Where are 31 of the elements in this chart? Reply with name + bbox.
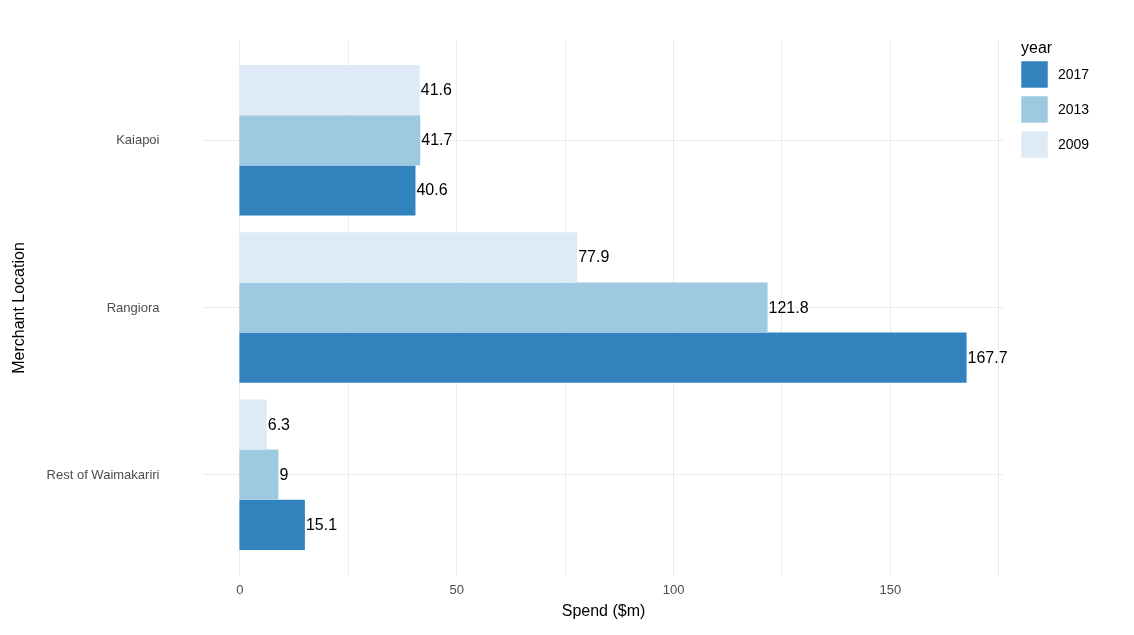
y-tick-label: Kaiapoi <box>116 132 160 148</box>
data-label: 41.6 <box>420 81 453 99</box>
bar <box>239 282 768 333</box>
x-tick-label: 0 <box>236 581 244 597</box>
data-label: 9 <box>279 465 289 483</box>
y-axis-title: Merchant Location <box>9 242 27 374</box>
data-label: 121.8 <box>768 298 809 316</box>
data-label: 167.7 <box>967 348 1008 366</box>
y-tick-label: Rest of Waimakariri <box>46 466 160 482</box>
data-label: 6.3 <box>267 415 291 433</box>
bar <box>239 165 416 216</box>
x-axis-title: Spend ($m) <box>561 601 646 619</box>
legend-label: 2009 <box>1058 135 1090 152</box>
legend-title: year <box>1021 39 1053 56</box>
data-label: 77.9 <box>578 248 610 266</box>
bar <box>239 449 279 500</box>
bar <box>239 115 421 166</box>
x-tick-label: 150 <box>879 581 902 597</box>
legend-label: 2017 <box>1058 65 1090 82</box>
legend-label: 2013 <box>1058 100 1090 117</box>
bar <box>239 399 267 450</box>
bar <box>239 232 578 283</box>
bar <box>239 65 420 116</box>
y-tick-label: Rangiora <box>106 299 161 315</box>
data-label: 15.1 <box>305 515 338 533</box>
bar <box>239 499 305 550</box>
data-label: 41.7 <box>421 131 453 149</box>
data-label: 40.6 <box>416 181 448 199</box>
bar <box>239 332 967 383</box>
x-tick-label: 100 <box>662 581 685 597</box>
x-tick-label: 50 <box>449 581 464 597</box>
